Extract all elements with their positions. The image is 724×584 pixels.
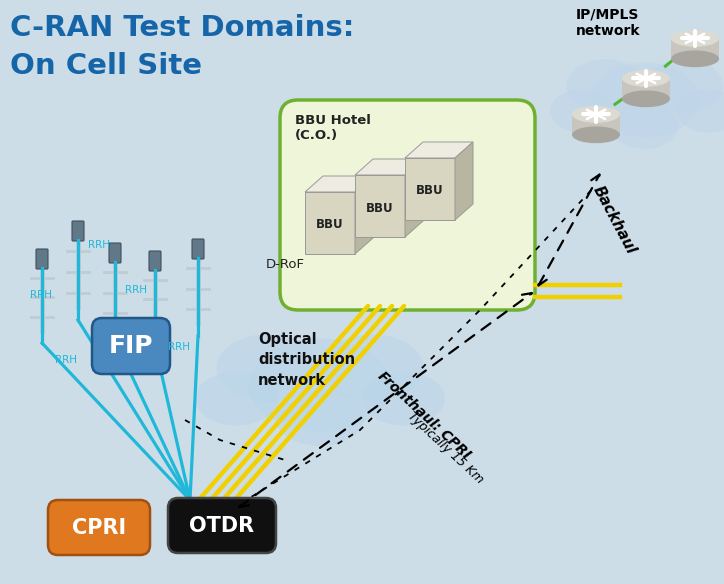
Polygon shape bbox=[305, 192, 355, 254]
Text: On Cell Site: On Cell Site bbox=[10, 52, 202, 80]
Ellipse shape bbox=[591, 62, 699, 137]
Text: RRH: RRH bbox=[30, 290, 52, 300]
Text: BBU: BBU bbox=[316, 218, 344, 231]
Ellipse shape bbox=[216, 334, 319, 401]
FancyBboxPatch shape bbox=[92, 318, 170, 374]
Ellipse shape bbox=[195, 371, 278, 426]
Ellipse shape bbox=[321, 334, 424, 401]
Text: BBU: BBU bbox=[366, 201, 394, 214]
Ellipse shape bbox=[677, 89, 724, 133]
Text: RRH: RRH bbox=[55, 355, 77, 365]
Ellipse shape bbox=[276, 388, 364, 446]
Ellipse shape bbox=[622, 70, 670, 87]
Text: IP/MPLS
network: IP/MPLS network bbox=[576, 8, 641, 38]
Ellipse shape bbox=[362, 371, 445, 426]
Ellipse shape bbox=[566, 59, 644, 113]
Text: RRH: RRH bbox=[125, 285, 147, 295]
Ellipse shape bbox=[550, 89, 613, 133]
Ellipse shape bbox=[622, 91, 670, 107]
Text: Optical
distribution
network: Optical distribution network bbox=[258, 332, 355, 388]
Text: RRH: RRH bbox=[168, 342, 190, 352]
FancyBboxPatch shape bbox=[72, 221, 84, 241]
Polygon shape bbox=[405, 142, 473, 158]
Text: D-RoF: D-RoF bbox=[266, 258, 305, 271]
Ellipse shape bbox=[249, 339, 391, 432]
Polygon shape bbox=[355, 175, 405, 237]
FancyBboxPatch shape bbox=[280, 100, 535, 310]
Polygon shape bbox=[455, 142, 473, 220]
Polygon shape bbox=[405, 159, 423, 237]
Text: OTDR: OTDR bbox=[190, 516, 255, 536]
Text: Fronthaul: CPRI: Fronthaul: CPRI bbox=[375, 369, 473, 461]
FancyBboxPatch shape bbox=[168, 498, 276, 553]
Ellipse shape bbox=[572, 106, 620, 123]
Polygon shape bbox=[405, 158, 455, 220]
Ellipse shape bbox=[646, 59, 723, 113]
Ellipse shape bbox=[612, 103, 678, 150]
Polygon shape bbox=[305, 176, 373, 192]
Bar bbox=[671, 39, 719, 59]
Ellipse shape bbox=[671, 50, 719, 67]
FancyBboxPatch shape bbox=[36, 249, 48, 269]
Text: Typically 15 Km: Typically 15 Km bbox=[405, 409, 486, 486]
FancyBboxPatch shape bbox=[192, 239, 204, 259]
Text: RRH: RRH bbox=[88, 240, 110, 250]
FancyBboxPatch shape bbox=[109, 243, 121, 263]
Text: BBU: BBU bbox=[416, 185, 444, 197]
Ellipse shape bbox=[572, 126, 620, 143]
Text: C-RAN Test Domains:: C-RAN Test Domains: bbox=[10, 14, 354, 42]
Ellipse shape bbox=[671, 30, 719, 47]
Bar bbox=[572, 114, 620, 135]
FancyBboxPatch shape bbox=[149, 251, 161, 271]
Text: Backhaul: Backhaul bbox=[590, 183, 639, 256]
Polygon shape bbox=[355, 159, 423, 175]
FancyBboxPatch shape bbox=[48, 500, 150, 555]
Text: CPRI: CPRI bbox=[72, 517, 126, 537]
Text: FIP: FIP bbox=[109, 334, 153, 358]
Text: BBU Hotel
(C.O.): BBU Hotel (C.O.) bbox=[295, 114, 371, 142]
Bar bbox=[622, 78, 670, 99]
Polygon shape bbox=[355, 176, 373, 254]
